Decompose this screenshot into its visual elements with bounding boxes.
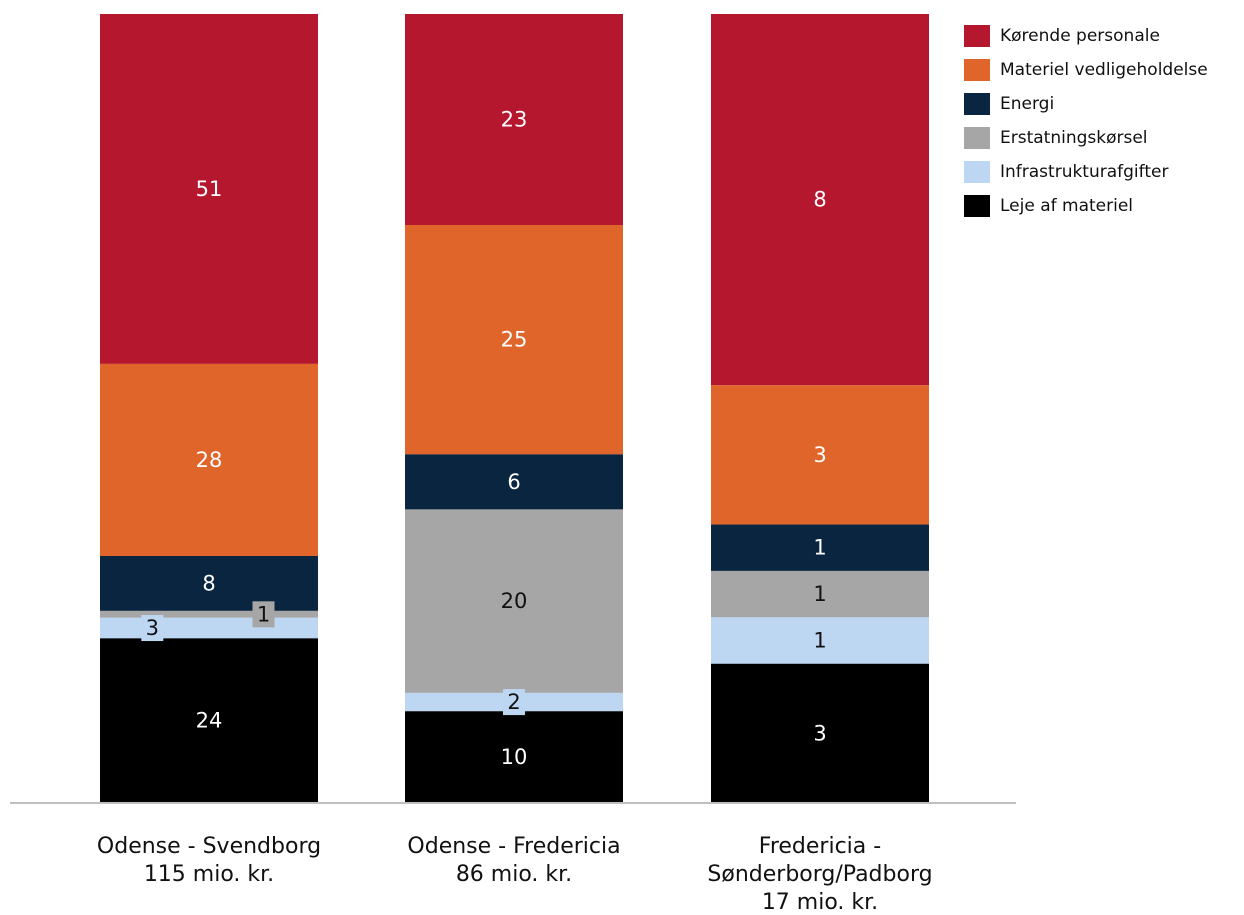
bar-segment-0-0 — [100, 14, 318, 364]
segment-label-1-4: 2 — [507, 690, 520, 714]
category-label-2-line-1: Sønderborg/Padborg — [707, 862, 932, 887]
segment-labels-group: 51 28 8 1 3 24 23 25 6 20 2 10 8 3 1 1 1 3 — [141, 108, 827, 769]
segment-label-0-0: 51 — [196, 177, 223, 201]
bar-segment-1-1 — [405, 225, 623, 455]
legend-swatch-5 — [964, 195, 990, 217]
bar-segment-2-5 — [711, 663, 929, 803]
legend: Kørende personale Materiel vedligeholdels… — [964, 25, 1208, 217]
category-label-0-line-1: 115 mio. kr. — [144, 862, 274, 887]
legend-swatch-0 — [964, 25, 990, 47]
segment-label-1-2: 6 — [507, 470, 520, 494]
segment-label-2-1: 3 — [813, 443, 826, 467]
segment-label-box-0-3 — [252, 601, 275, 628]
segment-label-0-5: 24 — [196, 709, 223, 733]
category-label-1-line-0: Odense - Fredericia — [407, 834, 620, 859]
segment-label-2-4: 1 — [813, 629, 826, 653]
legend-swatch-1 — [964, 59, 990, 81]
segment-label-1-1: 25 — [501, 328, 528, 352]
legend-swatch-3 — [964, 127, 990, 149]
bar-segment-2-1 — [711, 385, 929, 525]
segment-label-1-0: 23 — [501, 108, 528, 132]
category-label-1-line-1: 86 mio. kr. — [456, 862, 572, 887]
bars-group — [100, 14, 929, 803]
segment-label-2-0: 8 — [813, 188, 826, 212]
segment-label-1-5: 10 — [501, 745, 528, 769]
segment-label-2-5: 3 — [813, 721, 826, 745]
category-label-0-line-0: Odense - Svendborg — [97, 834, 321, 859]
bar-segment-2-4 — [711, 617, 929, 664]
legend-label-1: Materiel vedligeholdelse — [1000, 60, 1208, 80]
bar-segment-2-2 — [711, 524, 929, 571]
bar-segment-2-3 — [711, 570, 929, 618]
segment-label-0-1: 28 — [196, 448, 223, 472]
category-label-2-line-2: 17 mio. kr. — [762, 890, 878, 915]
bar-segment-0-5 — [100, 638, 318, 803]
legend-label-5: Leje af materiel — [1000, 196, 1133, 216]
segment-label-box-0-4 — [141, 615, 164, 642]
legend-label-0: Kørende personale — [1000, 26, 1160, 46]
segment-label-1-3: 20 — [501, 589, 528, 613]
bar-segment-0-4 — [100, 617, 318, 639]
segment-label-0-2: 8 — [202, 571, 215, 595]
segment-label-box-1-4 — [503, 689, 525, 716]
legend-label-2: Energi — [1000, 94, 1054, 114]
bar-segment-1-2 — [405, 454, 623, 510]
bar-segment-0-1 — [100, 363, 318, 557]
segment-label-0-4: 3 — [146, 616, 159, 640]
segment-label-2-2: 1 — [813, 536, 826, 560]
bar-segment-2-0 — [711, 14, 929, 386]
bar-segment-0-3 — [100, 610, 318, 618]
legend-swatch-4 — [964, 161, 990, 183]
segment-label-0-3: 1 — [257, 602, 270, 626]
bar-segment-0-2 — [100, 556, 318, 611]
bar-segment-1-5 — [405, 711, 623, 803]
legend-label-3: Erstatningskørsel — [1000, 128, 1148, 148]
bar-segment-1-0 — [405, 14, 623, 226]
segment-label-2-3: 1 — [813, 582, 826, 606]
legend-swatch-2 — [964, 93, 990, 115]
category-label-2-line-0: Fredericia - — [759, 834, 881, 859]
category-labels-group: Odense - Svendborg 115 mio. kr. Odense - F… — [97, 834, 933, 915]
legend-label-4: Infrastrukturafgifter — [1000, 162, 1168, 182]
bar-segment-1-3 — [405, 509, 623, 693]
